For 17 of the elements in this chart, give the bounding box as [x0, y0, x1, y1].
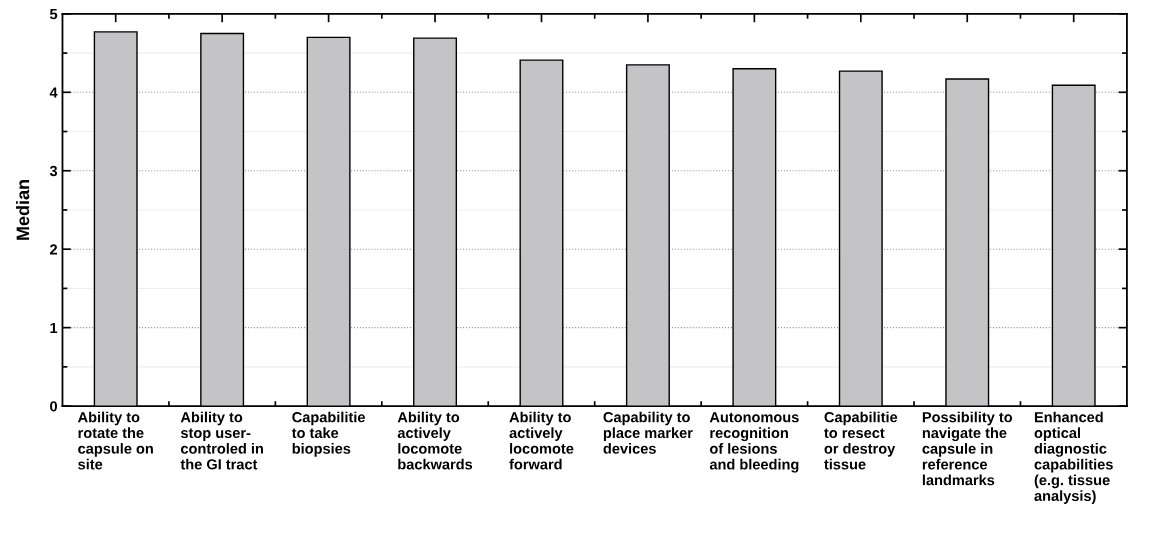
x-tick-label: Autonomous recognition of lesions and bleeding: [709, 412, 799, 473]
y-tick-label: 2: [50, 244, 58, 255]
y-axis-title: Median: [16, 179, 30, 240]
x-tick-label: Ability to rotate the capsule on site: [77, 411, 153, 470]
x-tick-label: Ability to actively locomote forward: [509, 411, 574, 470]
y-tick-label: 5: [49, 9, 58, 20]
y-tick-label: 3: [49, 165, 58, 177]
x-tick-label: Enhanced optical diagnostic capabilities (e.g. tissue analysis): [1034, 411, 1113, 504]
y-tick-label: 4: [49, 87, 58, 98]
x-tick-label: Capabilitie to resect or destroy tissue: [824, 411, 898, 470]
x-tick-label: Possibility to navigate the capsule in reference landmarks: [922, 411, 1013, 486]
x-tick-label: Capabilitie to take biopsies: [291, 411, 365, 457]
y-tick-label: 1: [50, 322, 58, 333]
x-tick-label: Ability to stop user- controled in the GI tract: [180, 411, 263, 470]
y-tick-label: 0: [50, 401, 58, 412]
x-tick-label: Ability to actively locomote backwards: [397, 411, 473, 470]
x-tick-label: Capability to place marker devices: [603, 411, 693, 454]
